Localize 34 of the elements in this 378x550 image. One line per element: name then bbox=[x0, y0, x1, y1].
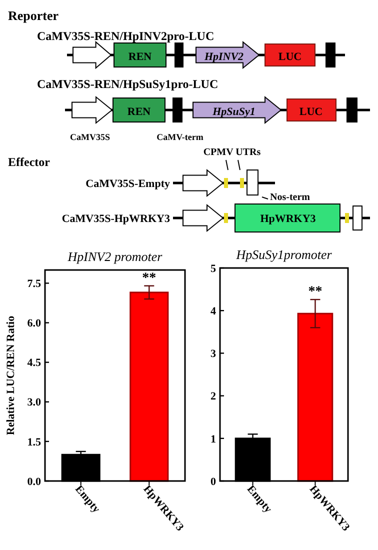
text: CPMV UTRs bbox=[203, 147, 261, 158]
y-tick-label: 1 bbox=[210, 433, 216, 446]
text: CaMV-term bbox=[156, 132, 204, 142]
y-tick-label: 3 bbox=[210, 348, 216, 360]
text: LUC bbox=[278, 51, 302, 63]
y-tick-label: 3.0 bbox=[27, 396, 42, 409]
text: Nos-term bbox=[270, 192, 311, 203]
y-tick-label: 4 bbox=[210, 305, 216, 318]
y-tick-label: 7.5 bbox=[27, 278, 42, 290]
y-tick-label: 0 bbox=[210, 476, 216, 488]
text: CaMV35S-HpWRKY3 bbox=[62, 213, 170, 225]
annotation: ** bbox=[142, 270, 156, 286]
text: CaMV35S-Empty bbox=[86, 178, 170, 190]
text: CaMV35S-REN/HpSuSy1pro-LUC bbox=[37, 77, 218, 91]
y-tick-label: 2 bbox=[210, 390, 216, 403]
annotation: ** bbox=[308, 284, 322, 300]
text: LUC bbox=[299, 106, 323, 118]
text: HpSuSy1 bbox=[212, 106, 256, 118]
y-tick-label: 1.5 bbox=[27, 436, 42, 448]
text: REN bbox=[127, 106, 151, 118]
chart-title: HpSuSy1promoter bbox=[235, 247, 333, 262]
text: REN bbox=[128, 51, 152, 63]
y-tick-label: 4.5 bbox=[27, 357, 42, 370]
y-tick-label: 0.0 bbox=[27, 476, 42, 488]
text: CaMV35S bbox=[70, 132, 110, 142]
y-axis-title: Relative LUC/REN Ratio bbox=[5, 315, 17, 436]
text: HpINV2 bbox=[203, 51, 244, 63]
text: Reporter bbox=[8, 8, 59, 23]
text: CaMV35S-REN/HpINV2pro-LUC bbox=[37, 29, 214, 43]
text: Effector bbox=[8, 155, 51, 169]
y-tick-label: 5 bbox=[210, 262, 216, 275]
text: HpWRKY3 bbox=[260, 213, 316, 225]
chart-title: HpINV2 promoter bbox=[66, 249, 164, 264]
y-tick-label: 6.0 bbox=[27, 318, 42, 330]
